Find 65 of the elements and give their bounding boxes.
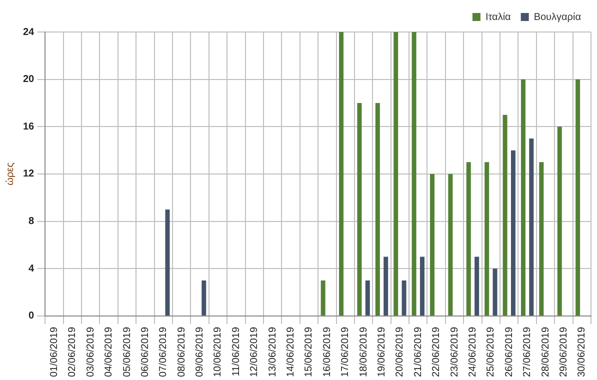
bar — [412, 32, 416, 316]
x-tick-label: 27/06/2019 — [522, 326, 534, 378]
bar — [339, 32, 344, 316]
x-tick-label: 23/06/2019 — [449, 326, 460, 378]
y-tick-label: 0 — [28, 310, 35, 322]
bar — [520, 79, 526, 316]
bar — [357, 102, 362, 316]
x-tick-label: 17/06/2019 — [340, 326, 352, 378]
x-tick-label: 22/06/2019 — [431, 326, 442, 378]
bar — [557, 126, 562, 316]
bar — [402, 280, 406, 316]
bar — [384, 256, 388, 316]
y-tick-label: 4 — [28, 263, 35, 274]
x-tick-label: 02/06/2019 — [67, 326, 78, 378]
bar — [375, 102, 380, 316]
x-tick-label: 15/06/2019 — [304, 326, 315, 378]
x-tick-label: 24/06/2019 — [467, 326, 478, 378]
bar — [448, 174, 453, 316]
x-tick-label: 14/06/2019 — [286, 326, 297, 378]
x-tick-label: 25/06/2019 — [486, 326, 497, 378]
legend-label: Ιταλία — [485, 12, 512, 23]
bar — [510, 150, 516, 316]
bar — [420, 256, 424, 316]
x-tick-label: 01/06/2019 — [48, 326, 60, 378]
x-tick-label: 08/06/2019 — [176, 326, 188, 378]
bar — [394, 32, 398, 316]
x-tick-label: 13/06/2019 — [267, 326, 278, 378]
x-tick-label: 30/06/2019 — [576, 326, 588, 378]
x-tick-label: 05/06/2019 — [122, 326, 133, 378]
x-tick-label: 20/06/2019 — [394, 326, 406, 378]
x-tick-label: 03/06/2019 — [85, 326, 96, 378]
x-tick-label: 16/06/2019 — [322, 326, 333, 378]
x-tick-label: 06/06/2019 — [140, 326, 151, 378]
bar — [492, 268, 498, 316]
bar — [576, 79, 580, 316]
bar — [430, 174, 434, 316]
bar — [365, 280, 370, 316]
legend-label: Βουλγαρία — [534, 12, 582, 23]
x-tick-label: 21/06/2019 — [412, 326, 424, 378]
bar — [466, 162, 471, 316]
y-tick-label: 20 — [23, 74, 35, 86]
x-tick-label: 29/06/2019 — [558, 326, 570, 378]
x-tick-label: 19/06/2019 — [376, 326, 388, 378]
bar — [502, 114, 508, 316]
x-tick-label: 04/06/2019 — [104, 326, 115, 378]
x-tick-label: 11/06/2019 — [230, 326, 242, 376]
x-tick-label: 07/06/2019 — [158, 326, 170, 378]
x-tick-label: 10/06/2019 — [212, 326, 224, 378]
x-tick-label: 09/06/2019 — [194, 326, 206, 378]
bar — [202, 280, 206, 316]
bar — [165, 209, 170, 316]
y-tick-label: 12 — [23, 168, 35, 180]
bar — [529, 138, 534, 316]
x-tick-label: 18/06/2019 — [358, 326, 370, 378]
bar — [484, 162, 490, 316]
bar — [320, 280, 326, 316]
x-tick-label: 26/06/2019 — [504, 326, 515, 378]
x-tick-label: 28/06/2019 — [540, 326, 552, 378]
y-axis-title: ώρες — [4, 162, 16, 186]
bar — [474, 256, 480, 316]
x-tick-label: 12/06/2019 — [249, 326, 260, 378]
y-tick-label: 16 — [23, 121, 35, 132]
bar — [539, 162, 544, 316]
y-tick-label: 24 — [23, 26, 35, 38]
y-tick-label: 8 — [28, 216, 35, 228]
